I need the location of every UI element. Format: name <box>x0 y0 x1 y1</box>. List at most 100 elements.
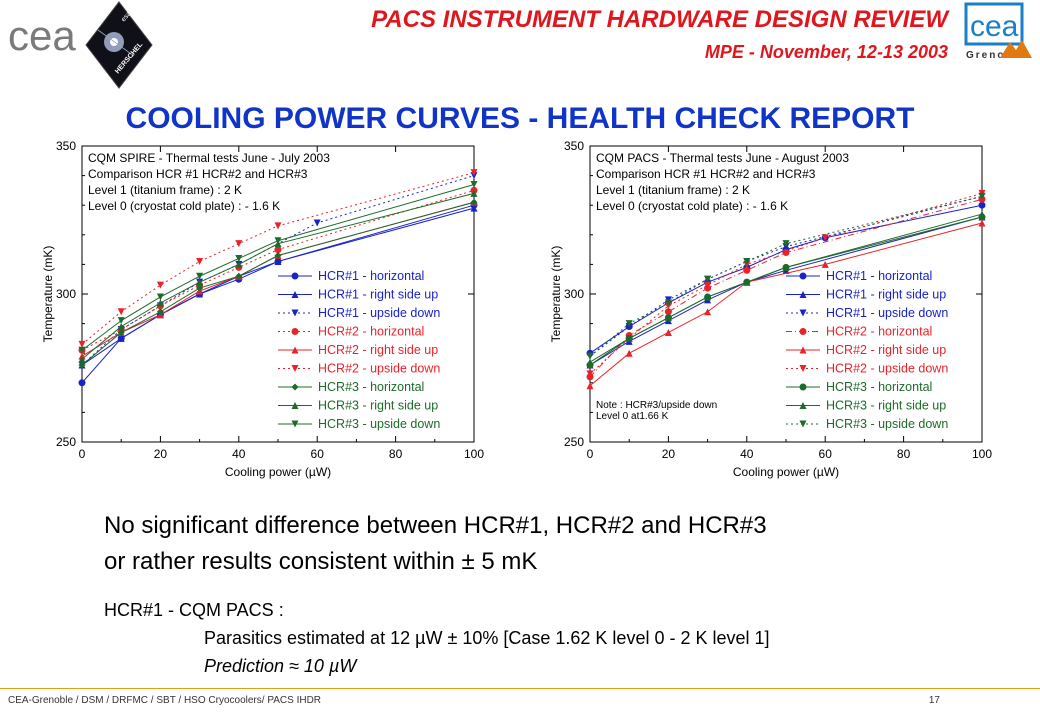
data-point <box>625 349 633 357</box>
legend-label: HCR#3 - right side up <box>826 399 946 413</box>
x-axis-label: Cooling power (µW) <box>733 465 839 479</box>
data-point <box>235 260 243 268</box>
x-tick-label: 0 <box>587 447 594 461</box>
legend-marker <box>291 291 299 298</box>
legend-label: HCR#3 - right side up <box>318 399 438 413</box>
data-point <box>470 180 478 188</box>
header-title: PACS INSTRUMENT HARDWARE DESIGN REVIEW <box>371 6 948 33</box>
data-point <box>196 272 204 280</box>
data-point <box>78 340 86 348</box>
chart-spire: 0 20 40 60 80 100 250 300 350 Cooling power (µW) T… <box>41 139 484 479</box>
x-tick-label: 100 <box>972 447 992 461</box>
chart-annotation: Level 1 (titanium frame) : 2 K <box>88 183 242 197</box>
x-tick-label: 80 <box>897 447 911 461</box>
data-point <box>117 323 125 331</box>
data-point <box>821 234 829 242</box>
legend-label: HCR#2 - right side up <box>826 343 946 357</box>
legend-marker <box>291 346 299 354</box>
data-point <box>586 382 594 390</box>
legend-marker <box>799 402 807 409</box>
x-tick-label: 80 <box>389 447 403 461</box>
data-point <box>470 169 478 177</box>
x-tick-label: 0 <box>79 447 86 461</box>
legend-label: HCR#3 - horizontal <box>318 380 424 394</box>
data-point <box>586 352 594 360</box>
legend-label: HCR#2 - upside down <box>318 362 440 376</box>
cea-logo-left: cea <box>6 8 86 64</box>
data-point <box>470 198 478 206</box>
x-tick-label: 40 <box>740 447 754 461</box>
legend-marker <box>291 402 299 409</box>
legend-marker <box>799 420 807 428</box>
data-point <box>782 240 790 248</box>
footer-text: CEA-Grenoble / DSM / DRFMC / SBT / HSO C… <box>8 695 322 706</box>
data-point <box>117 328 125 336</box>
x-tick-label: 40 <box>232 447 246 461</box>
cea-logo-text: cea <box>8 12 76 59</box>
data-point <box>274 246 282 254</box>
data-point <box>196 284 204 292</box>
chart-annotation: Level 1 (titanium frame) : 2 K <box>596 183 750 197</box>
conclusion-line-2: or rather results consistent within ± 5 … <box>104 548 538 575</box>
legend-marker <box>291 328 299 335</box>
x-tick-label: 20 <box>154 447 168 461</box>
legend-label: HCR#2 - upside down <box>826 362 948 376</box>
legend-marker <box>291 383 299 391</box>
notes-heading: HCR#1 - CQM PACS : <box>104 600 284 620</box>
chart-annotation: Comparison HCR #1 HCR#2 and HCR#3 <box>596 167 816 181</box>
page-number: 17 <box>928 695 940 706</box>
data-point <box>78 355 86 363</box>
data-point <box>625 334 633 342</box>
data-point <box>117 317 125 325</box>
data-point <box>978 210 986 218</box>
data-point <box>704 293 712 301</box>
y-tick-label: 350 <box>564 139 584 153</box>
chart-note: Note : HCR#3/upside down <box>596 400 717 411</box>
legend-marker <box>291 309 299 317</box>
herschel-logo: esa HERSCHEL <box>84 0 154 90</box>
data-point <box>117 334 125 342</box>
legend-label: HCR#3 - horizontal <box>826 380 932 394</box>
data-point <box>743 257 751 265</box>
data-point <box>470 204 478 212</box>
data-point <box>156 299 164 307</box>
chart-annotation: Level 0 (cryostat cold plate) : - 1.6 K <box>596 199 788 213</box>
cea-grenoble-text: cea <box>970 10 1019 43</box>
data-point <box>743 278 751 286</box>
legend-marker <box>799 309 807 317</box>
data-point <box>586 358 594 366</box>
data-point <box>978 192 986 200</box>
legend-label: HCR#1 - upside down <box>318 306 440 320</box>
data-point <box>274 257 282 265</box>
data-point <box>156 308 164 316</box>
data-point <box>978 201 986 209</box>
header-subtitle: MPE - November, 12-13 2003 <box>704 42 948 62</box>
legend-marker <box>799 346 807 354</box>
legend-label: HCR#1 - right side up <box>318 288 438 302</box>
x-tick-label: 100 <box>464 447 484 461</box>
data-point <box>196 278 204 286</box>
y-axis-label: Temperature (mK) <box>549 246 563 343</box>
x-axis-label: Cooling power (µW) <box>225 465 331 479</box>
chart-pacs: 0 20 40 60 80 100 250 300 350 Cooling power (µW) T… <box>549 139 992 479</box>
data-point <box>704 308 712 316</box>
cea-grenoble-icon: cea Grenoble <box>964 2 1032 61</box>
legend-marker <box>291 420 299 428</box>
chart-annotation: Comparison HCR #1 HCR#2 and HCR#3 <box>88 167 308 181</box>
data-point <box>782 263 790 271</box>
conclusion-line-1: No significant difference between HCR#1,… <box>104 512 767 539</box>
legend-label: HCR#2 - horizontal <box>318 325 424 339</box>
legend-label: HCR#1 - horizontal <box>318 269 424 283</box>
legend-label: HCR#3 - upside down <box>318 417 440 431</box>
y-tick-label: 350 <box>56 139 76 153</box>
data-point <box>704 275 712 283</box>
data-point <box>117 308 125 316</box>
data-point <box>625 320 633 328</box>
x-tick-label: 20 <box>662 447 676 461</box>
notes-prediction: Prediction ≈ 10 µW <box>204 656 357 676</box>
legend-marker <box>799 365 807 372</box>
data-point <box>78 379 86 387</box>
legend-label: HCR#2 - right side up <box>318 343 438 357</box>
cea-grenoble-logo: cea Grenoble <box>962 2 1038 64</box>
y-axis-label: Temperature (mK) <box>41 246 55 343</box>
